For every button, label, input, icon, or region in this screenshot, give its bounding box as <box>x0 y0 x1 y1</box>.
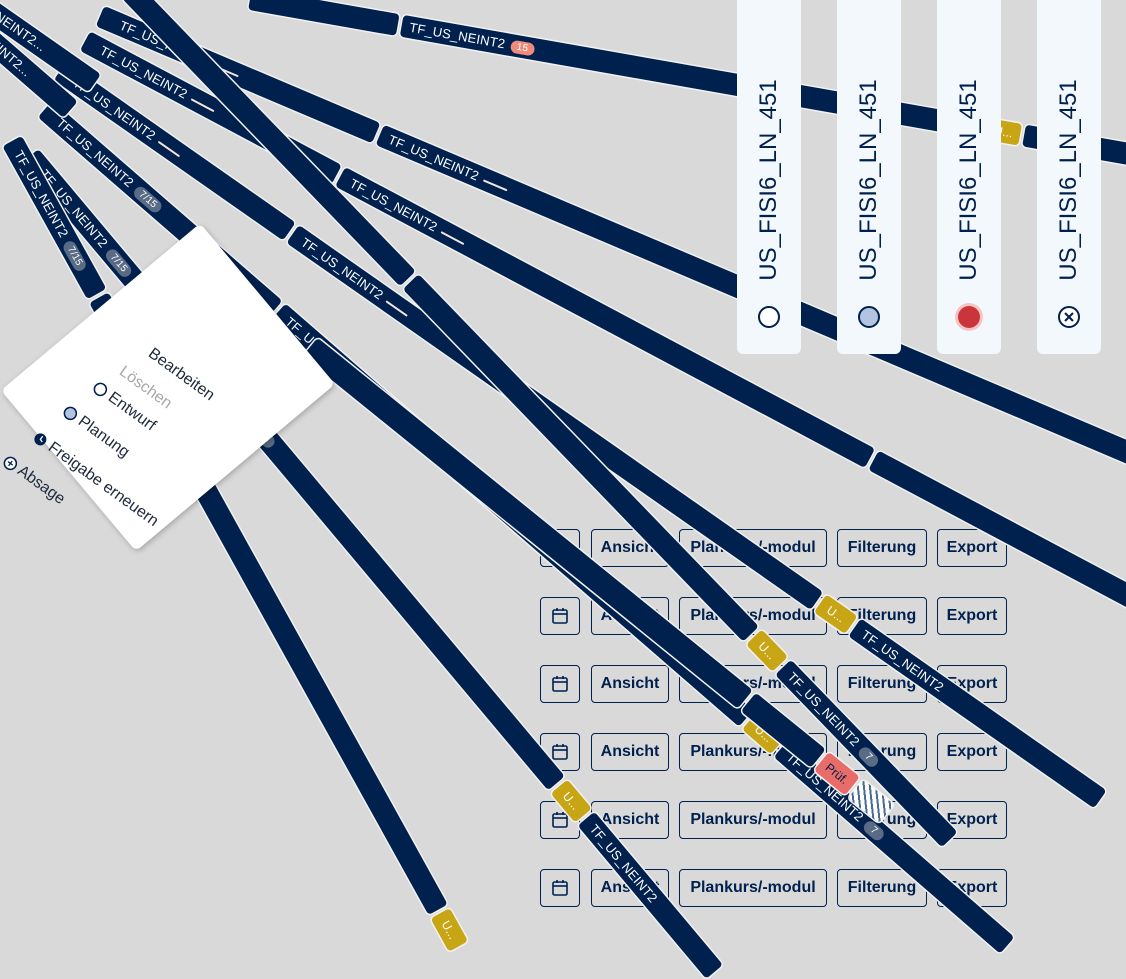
menu-item-cancel[interactable]: Absage <box>0 452 68 509</box>
status-label: U... <box>755 639 779 663</box>
course-card-label: US_FISI6_LN_451 <box>955 79 982 281</box>
menu-item-draft[interactable]: Entwurf <box>89 378 159 435</box>
calendar-button[interactable] <box>540 597 580 635</box>
count-badge <box>483 179 508 192</box>
course-card-label: US_FISI6_LN_451 <box>855 79 882 281</box>
calendar-icon <box>552 880 568 896</box>
export-button[interactable]: Export <box>937 529 1007 567</box>
export-button[interactable]: Export <box>937 733 1007 771</box>
status-label: U... <box>559 789 583 813</box>
count-badge: 15 <box>509 39 536 57</box>
plankurs-button[interactable]: Plankurs/-modul <box>679 869 827 907</box>
calendar-icon <box>552 744 568 760</box>
export-button[interactable]: Export <box>937 597 1007 635</box>
bar-label: TF_US_NEINT2 <box>408 19 507 52</box>
count-badge <box>190 97 215 112</box>
course-card-label: US_FISI6_LN_451 <box>1055 79 1082 281</box>
count-badge <box>157 140 181 158</box>
menu-item-renew[interactable]: Freigabe erneuern <box>29 428 161 531</box>
gantt-segment[interactable] <box>248 0 400 36</box>
ansicht-button[interactable]: Ansicht <box>591 733 669 771</box>
course-card-label: US_FISI6_LN_451 <box>755 79 782 281</box>
status-label: U... <box>438 918 460 942</box>
status-label: U... <box>824 603 848 626</box>
calendar-icon <box>552 676 568 692</box>
circle-red-icon <box>955 303 983 331</box>
course-card[interactable]: US_FISI6_LN_451 <box>937 0 1001 354</box>
count-badge: 7/15 <box>61 238 89 274</box>
calendar-button[interactable] <box>540 665 580 703</box>
context-menu-panel <box>0 0 336 552</box>
count-badge <box>440 230 465 245</box>
circle-lightblue-icon <box>858 306 880 328</box>
calendar-icon <box>552 812 568 828</box>
menu-item-planning[interactable]: Planung <box>59 402 132 462</box>
course-card[interactable]: US_FISI6_LN_451 <box>1037 0 1101 354</box>
ansicht-button[interactable]: Ansicht <box>591 665 669 703</box>
status-segment[interactable]: U... <box>430 907 469 952</box>
filterung-button[interactable]: Filterung <box>837 529 927 567</box>
circle-x-icon <box>1058 306 1080 328</box>
course-card[interactable]: US_FISI6_LN_451 <box>737 0 801 354</box>
count-badge <box>385 299 409 317</box>
count-badge: 7/15 <box>103 246 135 280</box>
plankurs-button[interactable]: Plankurs/-modul <box>679 801 827 839</box>
calendar-icon <box>552 608 568 624</box>
calendar-button[interactable] <box>540 869 580 907</box>
count-badge: 7/15 <box>131 184 165 216</box>
course-card[interactable]: US_FISI6_LN_451 <box>837 0 901 354</box>
circle-empty-icon <box>758 306 780 328</box>
bar-label: TF_US_NEINT2 <box>386 131 482 184</box>
clock-icon <box>34 433 47 446</box>
